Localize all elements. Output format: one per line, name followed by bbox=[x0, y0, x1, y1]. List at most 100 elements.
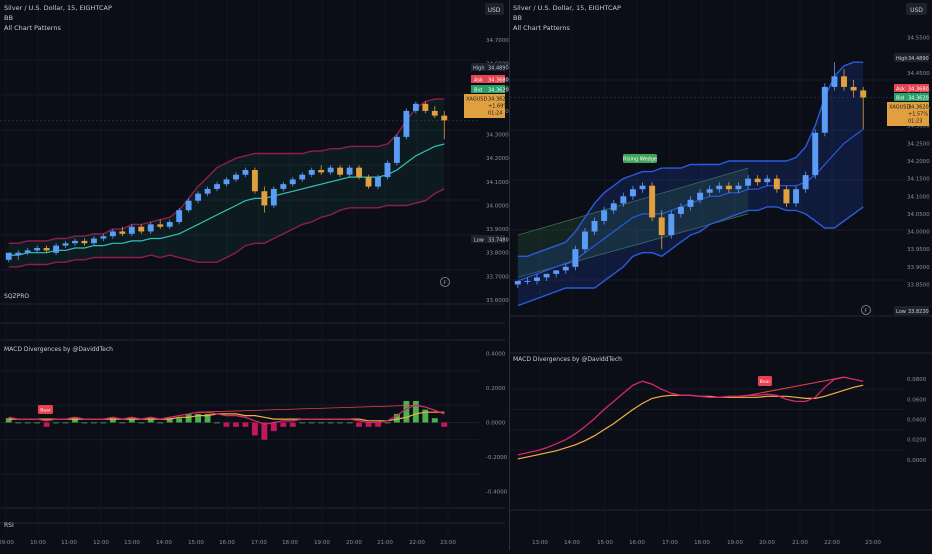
left-candle bbox=[299, 172, 306, 182]
right-indicator-patterns[interactable]: All Chart Patterns bbox=[513, 24, 570, 32]
right-candle-body bbox=[543, 273, 550, 278]
right-macd-scale[interactable]: 0.0800 0.0600 0.0400 0.0200 0.0000 bbox=[907, 377, 927, 464]
left-price-tick: 34.7000 bbox=[486, 38, 509, 44]
right-macd-label[interactable]: MACD Divergences by @DaviddTech bbox=[513, 356, 622, 363]
left-macd-tick: -0.4000 bbox=[486, 489, 508, 495]
left-candle bbox=[261, 186, 268, 213]
left-bid-value: 34.3620 bbox=[488, 88, 509, 94]
left-time-tick: 13:00 bbox=[124, 540, 140, 546]
left-macd-histogram-bar bbox=[384, 422, 391, 424]
right-candle bbox=[524, 277, 531, 285]
right-symbol-title[interactable]: Silver / U.S. Dollar, 15, EIGHTCAP bbox=[513, 4, 621, 12]
right-candle-body bbox=[581, 231, 588, 250]
right-current-price: 34.3620 bbox=[908, 105, 929, 111]
left-high-value: 34.4890 bbox=[488, 66, 509, 72]
left-candle-body bbox=[109, 231, 116, 237]
left-candle-body bbox=[384, 162, 391, 178]
left-time-axis[interactable]: 09:00 10:00 11:00 12:00 13:00 14:00 15:00 16:00… bbox=[0, 540, 456, 546]
left-macd-histogram-bar bbox=[365, 422, 372, 427]
left-candle-body bbox=[138, 226, 145, 232]
right-time-tick: 21:00 bbox=[792, 540, 808, 546]
left-candle-body bbox=[261, 191, 268, 206]
left-symbol-title[interactable]: Silver / U.S. Dollar, 15, EIGHTCAP bbox=[4, 4, 112, 12]
left-candle bbox=[81, 238, 88, 246]
left-macd-histogram-bar bbox=[223, 422, 230, 427]
left-price-tag bbox=[464, 94, 505, 118]
right-candle-body bbox=[697, 192, 704, 200]
left-candle-body bbox=[337, 167, 344, 175]
left-bid-label: Bid bbox=[474, 88, 482, 94]
left-macd-scale[interactable]: 0.4000 0.2000 0.0000 -0.2000 -0.4000 bbox=[486, 352, 508, 496]
right-price-scale[interactable]: 34.550034.500034.450034.400034.350034.30… bbox=[907, 36, 930, 289]
left-candle-body bbox=[72, 240, 78, 244]
left-currency: USD bbox=[488, 7, 501, 14]
right-candle-body bbox=[629, 189, 636, 197]
right-macd-tick: 0.0800 bbox=[907, 377, 927, 383]
left-high-label: High bbox=[473, 66, 485, 72]
right-candle bbox=[821, 83, 828, 137]
right-price-tick: 34.1000 bbox=[907, 194, 930, 200]
right-candle bbox=[687, 196, 694, 211]
left-time-tick: 15:00 bbox=[188, 540, 204, 546]
left-macd-label[interactable]: MACD Divergences by @DaviddTech bbox=[4, 346, 113, 353]
right-candle bbox=[735, 182, 742, 193]
left-candle bbox=[242, 167, 249, 178]
right-candle bbox=[553, 270, 560, 278]
left-rsi-label[interactable]: RSI bbox=[4, 522, 14, 529]
left-tv-logo-glyph: F bbox=[443, 281, 446, 287]
right-candle-body bbox=[793, 189, 800, 204]
left-bb-lower bbox=[8, 188, 445, 268]
right-time-axis[interactable]: 13:00 14:00 15:00 16:00 17:00 18:00 19:00 20:00… bbox=[532, 540, 881, 546]
left-macd-histogram-bar bbox=[318, 422, 325, 424]
left-candle bbox=[100, 233, 107, 241]
left-indicator-bb[interactable]: BB bbox=[4, 14, 13, 22]
left-currency-box[interactable] bbox=[485, 3, 504, 15]
left-grid bbox=[0, 0, 505, 535]
right-currency: USD bbox=[910, 7, 923, 14]
left-candle bbox=[176, 207, 183, 225]
left-time-tick: 19:00 bbox=[314, 540, 330, 546]
left-candle bbox=[431, 106, 438, 118]
left-macd-histogram-bar bbox=[233, 422, 239, 427]
right-candle-body bbox=[524, 280, 531, 282]
right-low-label: Low bbox=[896, 309, 906, 315]
right-rising-wedge-box bbox=[623, 154, 657, 163]
left-macd-histogram-bar bbox=[242, 422, 249, 427]
left-candle-body bbox=[128, 226, 135, 234]
right-indicator-bb[interactable]: BB bbox=[513, 14, 522, 22]
left-candle-body bbox=[195, 193, 202, 201]
left-price-tick: 34.1000 bbox=[486, 180, 509, 186]
left-macd-histogram-bar bbox=[72, 418, 78, 423]
right-candle bbox=[841, 69, 847, 91]
left-candle-body bbox=[176, 210, 183, 222]
left-macd-histogram-bar bbox=[138, 422, 145, 424]
right-candle bbox=[677, 203, 684, 218]
right-candle-body bbox=[534, 277, 540, 281]
left-macd-histogram-bar bbox=[308, 422, 315, 424]
left-candle bbox=[185, 198, 192, 213]
left-candle bbox=[289, 177, 296, 187]
left-macd-histogram-bar bbox=[43, 422, 50, 427]
right-currency-box[interactable] bbox=[906, 3, 927, 15]
right-candle-body bbox=[850, 86, 857, 91]
left-macd-histogram-bar bbox=[251, 422, 258, 436]
left-current-price: 34.3620 bbox=[488, 97, 509, 103]
left-candle-body bbox=[280, 184, 287, 189]
right-candle bbox=[831, 62, 838, 91]
left-candle-body bbox=[185, 200, 192, 211]
left-price-tick: 34.3000 bbox=[486, 133, 509, 139]
right-high-value: 34.4890 bbox=[908, 56, 929, 62]
left-indicator-patterns[interactable]: All Chart Patterns bbox=[4, 24, 61, 32]
left-time-tick: 12:00 bbox=[93, 540, 109, 546]
left-macd-histogram-bar bbox=[327, 422, 334, 424]
right-candle-body bbox=[821, 86, 828, 133]
right-candle bbox=[601, 206, 608, 225]
left-sqzpro-label[interactable]: SQZPRO bbox=[4, 293, 29, 300]
right-candle-body bbox=[591, 220, 598, 232]
left-macd-tick: -0.2000 bbox=[486, 455, 508, 461]
left-candle-body bbox=[422, 103, 429, 111]
right-candle-body bbox=[677, 206, 684, 214]
